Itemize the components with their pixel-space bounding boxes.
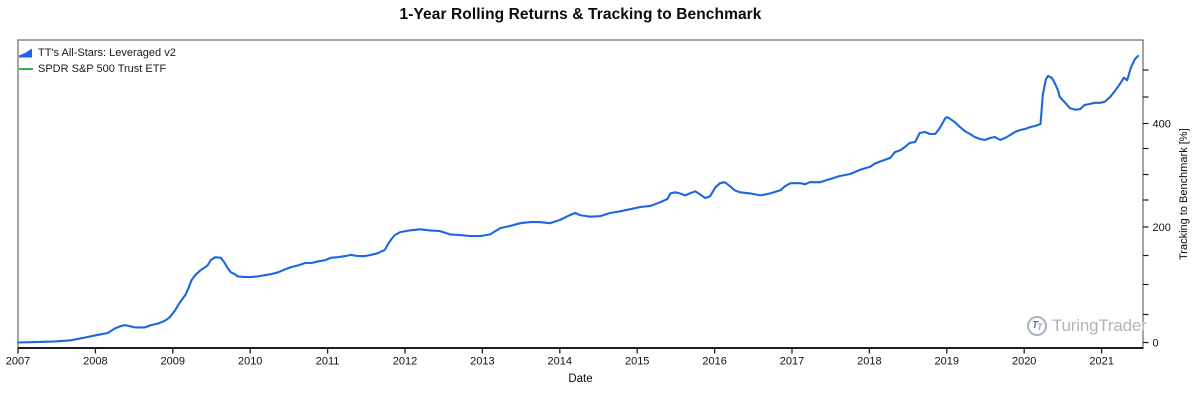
legend: TT's All-Stars: Leveraged v2 SPDR S&P 50… xyxy=(19,45,176,77)
x-tick-label: 2016 xyxy=(702,356,726,368)
plot-border xyxy=(17,39,1144,349)
x-tick-label: 2017 xyxy=(780,356,804,368)
line-swatch-icon xyxy=(19,64,33,74)
x-tick-label: 2014 xyxy=(548,356,572,368)
x-tick-label: 2010 xyxy=(238,356,262,368)
x-tick-label: 2015 xyxy=(625,356,649,368)
y-tick-label: 400 xyxy=(1153,119,1171,131)
y-tick-label: 200 xyxy=(1153,222,1171,234)
chart-title: 1-Year Rolling Returns & Tracking to Ben… xyxy=(399,6,762,23)
x-tick-label: 2009 xyxy=(161,356,185,368)
legend-item: SPDR S&P 500 Trust ETF xyxy=(19,61,176,77)
legend-item: TT's All-Stars: Leveraged v2 xyxy=(19,45,176,61)
x-tick-label: 2018 xyxy=(857,356,881,368)
x-tick-label: 2019 xyxy=(935,356,959,368)
legend-item-label: SPDR S&P 500 Trust ETF xyxy=(38,63,167,75)
y-tick-label: 0 xyxy=(1153,338,1159,350)
x-tick-label: 2007 xyxy=(6,356,30,368)
x-tick-label: 2008 xyxy=(83,356,107,368)
legend-item-label: TT's All-Stars: Leveraged v2 xyxy=(38,47,176,59)
x-tick-label: 2012 xyxy=(393,356,417,368)
area-swatch-icon xyxy=(19,48,33,58)
y-axis-title: Tracking to Benchmark [%] xyxy=(1178,128,1190,260)
x-axis-title: Date xyxy=(568,373,593,385)
turingtrader-logo-text: TuringTrader xyxy=(1052,316,1147,335)
x-tick-label: 2020 xyxy=(1012,356,1036,368)
x-tick-label: 2011 xyxy=(316,356,340,368)
series-line-tts-allstars xyxy=(16,54,1140,344)
x-tick-label: 2013 xyxy=(470,356,494,368)
x-tick-label: 2021 xyxy=(1089,356,1113,368)
